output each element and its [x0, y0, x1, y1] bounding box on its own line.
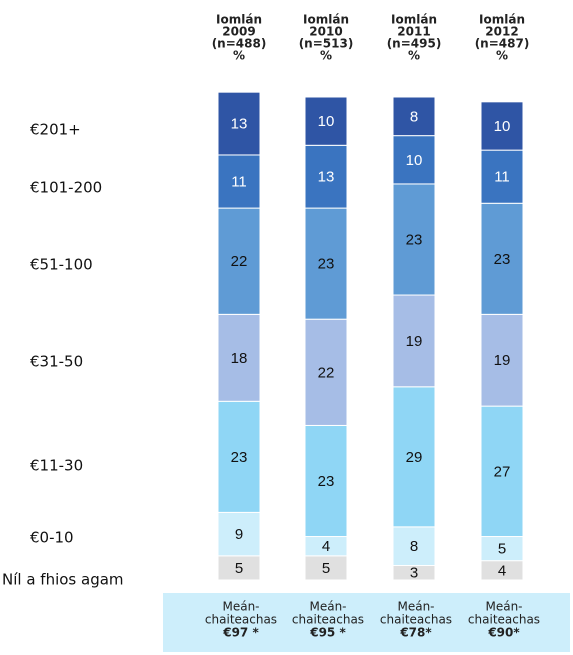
- data-label: 13: [318, 169, 335, 186]
- footer-label: Meán-: [397, 600, 434, 614]
- data-label: 27: [494, 463, 511, 480]
- bar-segment: [480, 101, 524, 151]
- data-label: 18: [231, 350, 248, 367]
- category-label: €201+: [30, 121, 81, 139]
- column-header: (n=488): [212, 37, 267, 51]
- data-label: 5: [235, 560, 243, 577]
- category-label: €11-30: [30, 457, 83, 475]
- data-label: 11: [494, 169, 510, 186]
- data-label: 23: [494, 251, 511, 268]
- bar-segment: [304, 318, 348, 426]
- column-header: 2010: [309, 25, 342, 39]
- bar-segment: [304, 207, 348, 320]
- column-header: (n=513): [299, 37, 354, 51]
- data-label: 4: [498, 562, 506, 579]
- bar-segment: [217, 207, 261, 315]
- bar-segment: [217, 91, 261, 156]
- bar-segment: [304, 144, 348, 209]
- bar-segment: [217, 555, 261, 581]
- data-label: 19: [494, 352, 511, 369]
- footer-label: €78*: [399, 626, 432, 640]
- column-header: Iomlán: [479, 13, 525, 27]
- data-label: 23: [318, 256, 335, 273]
- bar-segment: [304, 555, 348, 581]
- data-label: 13: [231, 116, 248, 133]
- column-header: 2011: [397, 25, 430, 39]
- bar-segment: [480, 202, 524, 315]
- bar-segment: [304, 96, 348, 146]
- footer-label: Meán-: [222, 600, 259, 614]
- data-label: 23: [318, 473, 335, 490]
- column-header: 2009: [222, 25, 255, 39]
- bar-segment: [480, 149, 524, 204]
- bar-segment: [217, 511, 261, 557]
- category-label: Níl a fhios agam: [2, 571, 124, 589]
- data-label: 23: [231, 449, 248, 466]
- bar-segment: [217, 313, 261, 402]
- data-label: 8: [410, 108, 418, 125]
- footer-label: €90*: [487, 626, 520, 640]
- column-header: Iomlán: [216, 13, 262, 27]
- category-label: €31-50: [30, 353, 83, 371]
- bar-segment: [304, 424, 348, 538]
- column-header: %: [408, 49, 420, 63]
- bar-segment: [392, 294, 436, 388]
- data-label: 22: [318, 364, 335, 381]
- data-label: 10: [318, 113, 335, 130]
- data-label: 9: [235, 526, 243, 543]
- column-header: %: [233, 49, 245, 63]
- data-label: 19: [406, 333, 423, 350]
- data-label: 5: [498, 541, 506, 558]
- data-label: 29: [406, 449, 423, 466]
- bar-segment: [480, 313, 524, 407]
- column-header: %: [496, 49, 508, 63]
- footer-label: Meán-: [309, 600, 346, 614]
- data-label: 22: [231, 253, 248, 270]
- column-header: (n=487): [475, 37, 530, 51]
- data-label: 5: [322, 560, 330, 577]
- column-header: %: [320, 49, 332, 63]
- footer-label: chaiteachas: [205, 613, 277, 627]
- footer-label: chaiteachas: [468, 613, 540, 627]
- data-label: 4: [322, 538, 330, 555]
- data-label: 10: [494, 118, 511, 135]
- data-label: 8: [410, 538, 418, 555]
- bar-segment: [392, 96, 436, 137]
- data-label: 10: [406, 152, 423, 169]
- footer-label: chaiteachas: [292, 613, 364, 627]
- footer-box: [163, 593, 570, 652]
- bar-segment: [392, 183, 436, 296]
- bar-segment: [480, 536, 524, 562]
- bar-segment: [392, 386, 436, 528]
- footer-label: Meán-: [485, 600, 522, 614]
- data-label: 23: [406, 231, 423, 248]
- category-label: €51-100: [30, 256, 93, 274]
- category-label: €101-200: [30, 179, 102, 197]
- column-header: Iomlán: [391, 13, 437, 27]
- bar-segment: [217, 400, 261, 513]
- data-label: 11: [231, 173, 247, 190]
- category-label: €0-10: [30, 529, 74, 547]
- column-header: Iomlán: [303, 13, 349, 27]
- footer-label: €95 *: [309, 626, 346, 640]
- footer-label: €97 *: [222, 626, 259, 640]
- column-header: 2012: [485, 25, 518, 39]
- footer-label: chaiteachas: [380, 613, 452, 627]
- column-header: (n=495): [387, 37, 442, 51]
- data-label: 3: [410, 565, 418, 582]
